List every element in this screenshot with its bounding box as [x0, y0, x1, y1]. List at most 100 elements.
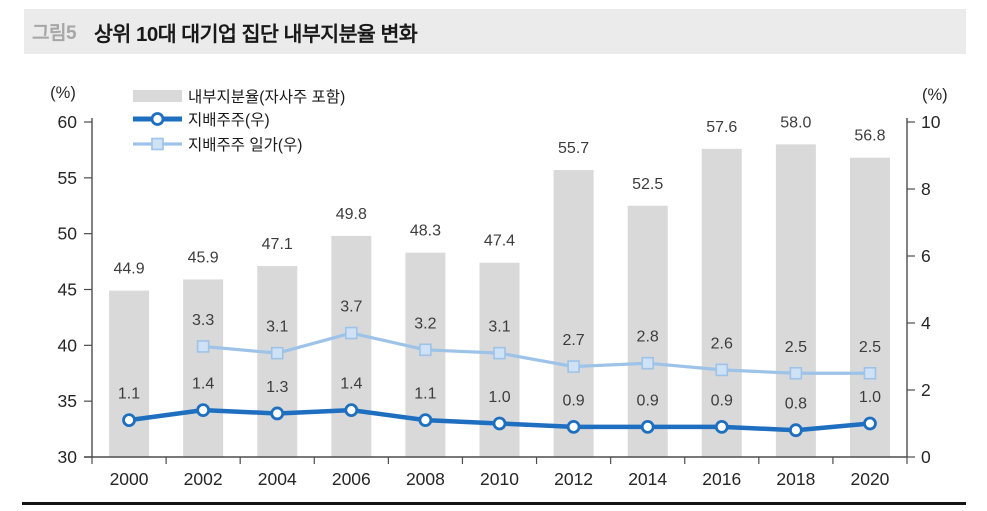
bar-2012	[553, 170, 594, 457]
line-value-label-2016: 0.9	[711, 392, 733, 409]
bar-2020	[849, 157, 890, 457]
left-axis-tick-label: 35	[58, 391, 77, 411]
marker-circle-2014	[640, 419, 655, 434]
marker-circle-2002	[196, 403, 211, 418]
line-value-label-2012: 2.7	[562, 332, 584, 349]
x-axis-label-2000: 2000	[110, 469, 149, 489]
marker-square-2014	[641, 356, 654, 370]
line-value-label-2008: 3.2	[414, 315, 436, 332]
x-axis-label-2010: 2010	[480, 469, 519, 489]
bar-2018	[775, 144, 816, 457]
x-axis-label-2004: 2004	[258, 469, 297, 489]
legend-swatch-bar	[133, 90, 182, 102]
marker-circle-2004	[270, 406, 285, 421]
right-axis-tick-label: 4	[921, 313, 931, 333]
bar-2000	[109, 290, 150, 457]
line-value-label-2012: 0.9	[562, 392, 584, 409]
right-axis-tick-label: 8	[921, 179, 931, 199]
bar-2016	[701, 148, 742, 458]
legend-label-bar: 내부지분율(자사주 포함)	[188, 88, 345, 106]
x-axis-label-2014: 2014	[628, 469, 667, 489]
left-axis-unit: (%)	[50, 84, 76, 102]
line-value-label-2018: 0.8	[785, 396, 807, 413]
marker-square-2012	[567, 360, 580, 373]
line-value-label-2014: 0.9	[637, 392, 659, 409]
line-value-label-2020: 2.5	[859, 339, 881, 356]
marker-square-2010	[493, 346, 506, 360]
legend-label-dark-line: 지배주주(우)	[188, 111, 270, 129]
left-axis-tick-label: 50	[58, 224, 78, 244]
bar-value-label-2018: 58.0	[780, 114, 811, 131]
bar-value-label-2020: 56.8	[854, 128, 885, 145]
marker-square-2006	[345, 326, 358, 340]
figure-title: 상위 10대 대기업 집단 내부지분율 변화	[94, 22, 418, 46]
figure-number-tag: 그림5	[32, 23, 77, 44]
right-axis-unit: (%)	[922, 86, 948, 104]
marker-square-2018	[789, 366, 803, 380]
bar-value-label-2002: 45.9	[188, 249, 219, 266]
line-value-label-2002: 3.3	[192, 312, 214, 329]
x-axis-label-2002: 2002	[184, 469, 223, 489]
x-axis-label-2008: 2008	[406, 469, 445, 489]
line-value-label-2016: 2.6	[711, 335, 733, 352]
left-axis-tick-label: 55	[58, 168, 77, 188]
legend-label-light-line: 지배주주 일가(우)	[188, 136, 302, 154]
marker-circle-2018	[788, 423, 803, 438]
x-axis-label-2020: 2020	[850, 469, 889, 489]
combo-chart-svg: 2000 2002 2004 2006 2008 2010 2012 2014 2016 2018…	[50, 84, 948, 489]
right-axis-tick-label: 2	[921, 380, 931, 400]
marker-square-2008	[419, 343, 432, 357]
bar-value-label-2014: 52.5	[632, 176, 663, 193]
marker-square-2004	[270, 346, 284, 360]
bar-2014	[627, 205, 668, 457]
line-series-family	[201, 331, 872, 375]
marker-circle-2010	[492, 416, 507, 431]
bar-2006	[331, 235, 372, 457]
line-value-label-2010: 1.0	[488, 389, 510, 406]
right-axis-tick-label: 0	[921, 447, 931, 467]
bar-value-label-2000: 44.9	[113, 261, 144, 278]
left-axis-tick-label: 30	[58, 447, 78, 467]
bar-value-label-2016: 57.6	[706, 119, 737, 136]
line-value-label-2002: 1.4	[192, 376, 214, 393]
bar-value-label-2010: 47.4	[484, 233, 515, 250]
legend-marker-square	[151, 137, 164, 151]
x-axis-label-2012: 2012	[554, 469, 593, 489]
line-value-label-2018: 2.5	[785, 339, 807, 356]
marker-circle-2000	[122, 413, 136, 428]
marker-square-2002	[196, 340, 210, 353]
bar-2002	[183, 279, 224, 457]
x-axis-label-2018: 2018	[776, 469, 815, 489]
marker-circle-2012	[566, 419, 581, 434]
line-value-label-2000: 1.1	[118, 386, 140, 403]
line-value-label-2006: 1.4	[340, 376, 362, 393]
line-value-label-2004: 1.3	[266, 379, 288, 396]
marker-square-2020	[863, 366, 877, 380]
right-axis-tick-label: 10	[921, 112, 941, 132]
left-axis-tick-label: 40	[58, 335, 78, 355]
line-value-label-2006: 3.7	[340, 299, 362, 316]
figure-header: 그림5 상위 10대 대기업 집단 내부지분율 변화	[24, 9, 966, 54]
bar-value-label-2012: 55.7	[558, 140, 589, 157]
bar-value-label-2006: 49.8	[336, 206, 367, 223]
legend-marker-circle	[150, 112, 165, 126]
x-axis-label-2016: 2016	[702, 469, 741, 489]
marker-circle-2016	[714, 419, 729, 434]
bottom-divider	[22, 502, 966, 505]
line-value-label-2014: 2.8	[637, 329, 659, 346]
bar-value-label-2004: 47.1	[262, 236, 293, 253]
bar-2004	[257, 266, 298, 457]
left-axis-tick-label: 60	[58, 112, 78, 132]
left-axis-tick-label: 45	[58, 280, 77, 300]
line-value-label-2020: 1.0	[859, 389, 881, 406]
line-value-label-2008: 1.1	[414, 386, 436, 403]
line-value-label-2010: 3.1	[488, 319, 510, 336]
bar-value-label-2008: 48.3	[410, 223, 441, 240]
marker-circle-2008	[418, 413, 433, 428]
combo-chart: 2000 2002 2004 2006 2008 2010 2012 2014 2016 2018…	[0, 58, 987, 503]
line-value-label-2004: 3.1	[266, 319, 288, 336]
x-axis-label-2006: 2006	[332, 469, 371, 489]
marker-circle-2006	[344, 403, 359, 418]
marker-circle-2020	[863, 416, 877, 431]
right-axis-tick-label: 6	[921, 246, 931, 266]
